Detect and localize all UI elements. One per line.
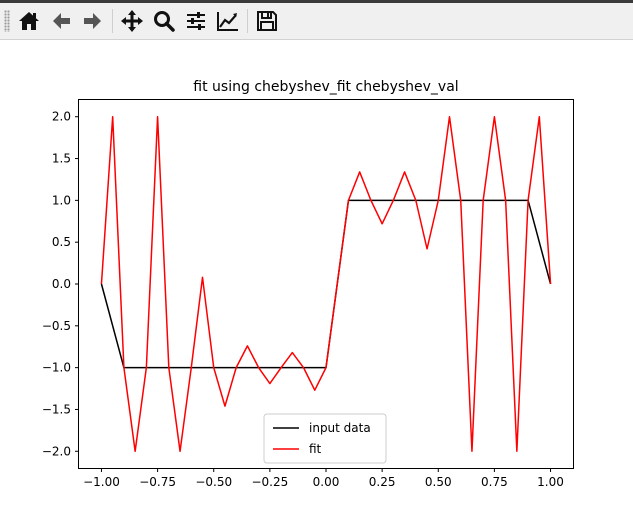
forward-arrow-icon (84, 13, 101, 29)
window-top-border (0, 0, 633, 3)
navigation-toolbar (0, 3, 633, 40)
configure-subplots-button[interactable] (183, 7, 209, 35)
home-icon (19, 12, 39, 30)
back-button[interactable] (48, 7, 74, 35)
y-tick-label: 0.5 (52, 235, 71, 249)
toolbar-separator (247, 9, 248, 33)
chart-svg: −1.00 −0.75 −0.50 −0.25 0.00 0.25 0.50 0.75 1.00… (42, 79, 574, 489)
x-tick-label: −1.00 (83, 475, 120, 489)
series-lines (100, 115, 552, 453)
x-tick-label: 0.00 (313, 475, 340, 489)
forward-button[interactable] (80, 7, 106, 35)
pan-move-icon (121, 10, 143, 32)
x-axis: −1.00 −0.75 −0.50 −0.25 0.00 0.25 0.50 0.75 1.00 (83, 468, 564, 489)
home-button[interactable] (16, 7, 42, 35)
edit-axis-icon (217, 12, 238, 31)
x-tick-label: −0.50 (195, 475, 232, 489)
y-tick-label: 1.0 (52, 193, 71, 207)
save-button[interactable] (254, 7, 280, 35)
configure-subplots-icon (187, 12, 205, 30)
y-axis: −2.0 −1.5 −1.0 −0.5 0.0 0.5 1.0 1.5 2.0 (42, 110, 79, 458)
x-tick-label: 0.25 (369, 475, 396, 489)
legend-entry-label: fit (309, 442, 322, 456)
toolbar-grip-handle[interactable] (4, 10, 10, 32)
legend-box (263, 413, 387, 464)
figure-canvas[interactable]: −1.00 −0.75 −0.50 −0.25 0.00 0.25 0.50 0.75 1.00… (0, 41, 633, 519)
y-tick-label: −2.0 (42, 444, 71, 458)
edit-axis-button[interactable] (215, 7, 241, 35)
x-tick-label: 0.50 (425, 475, 452, 489)
y-tick-label: 0.0 (52, 277, 71, 291)
back-arrow-icon (53, 13, 70, 29)
y-tick-label: −1.5 (42, 402, 71, 416)
zoom-magnifier-icon (154, 11, 175, 32)
y-tick-label: −1.0 (42, 361, 71, 375)
toolbar-separator (112, 9, 113, 33)
x-tick-label: −0.75 (139, 475, 176, 489)
x-tick-label: 1.00 (537, 475, 564, 489)
legend-entry-label: input data (309, 421, 371, 435)
zoom-button[interactable] (151, 7, 177, 35)
save-floppy-icon (257, 11, 277, 31)
chart-title: fit using chebyshev_fit chebyshev_val (193, 79, 458, 95)
x-tick-label: 0.75 (481, 475, 508, 489)
pan-button[interactable] (119, 7, 145, 35)
series-line-0 (100, 199, 552, 369)
y-tick-label: −0.5 (42, 319, 71, 333)
x-tick-label: −0.25 (251, 475, 288, 489)
series-line-1 (100, 115, 552, 453)
y-tick-label: 2.0 (52, 110, 71, 124)
y-tick-label: 1.5 (52, 152, 71, 166)
legend: input data fit (263, 413, 387, 464)
